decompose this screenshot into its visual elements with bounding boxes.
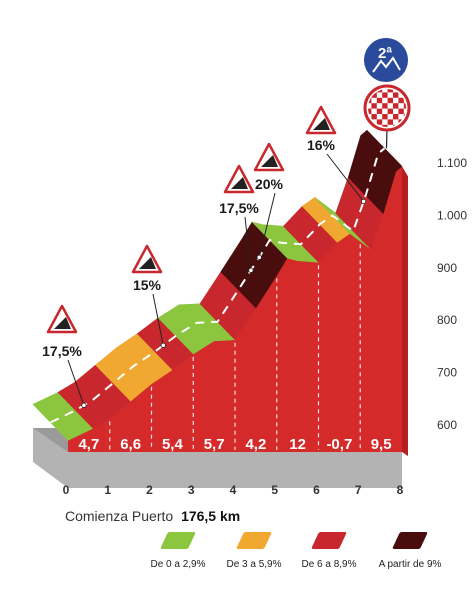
start-label-text: Comienza Puerto <box>65 508 174 524</box>
steep-gradient-label: 17,5% <box>219 200 259 216</box>
x-tick-label: 7 <box>355 483 362 497</box>
y-tick-label: 800 <box>437 313 457 327</box>
steep-marker <box>248 267 254 273</box>
legend-label: A partir de 9% <box>378 559 442 570</box>
y-tick-label: 1.100 <box>437 156 467 170</box>
badge-circle <box>364 38 408 82</box>
steep-gradient-label: 20% <box>255 176 284 192</box>
checkered-flag-icon <box>363 84 411 132</box>
legend-swatch-green <box>160 532 196 549</box>
legend-item-green: De 0 a 2,9% <box>123 532 233 570</box>
y-tick-label: 700 <box>437 366 457 380</box>
steep-warning-sign <box>305 105 337 135</box>
start-km: 176,5 km <box>181 508 241 524</box>
km-gradient-label: 12 <box>289 436 306 453</box>
category-badge-icon: 2ª <box>364 38 408 82</box>
mountain-glyph <box>372 56 401 73</box>
y-tick-label: 600 <box>437 418 457 432</box>
steep-warning-sign <box>253 142 285 172</box>
km-gradient-label: 6,6 <box>120 436 141 453</box>
x-tick-label: 1 <box>104 483 111 497</box>
legend-item-darkred: A partir de 9% <box>355 532 465 570</box>
steep-slope-glyph <box>54 317 71 329</box>
km-gradient-label: 5,7 <box>204 436 225 453</box>
y-tick-label: 1.000 <box>437 208 467 222</box>
legend-label: De 3 a 5,9% <box>226 559 282 570</box>
steep-slope-glyph <box>231 177 248 189</box>
steep-gradient-label: 15% <box>133 277 162 293</box>
steep-warning-sign <box>223 164 255 194</box>
category-badge-label: 2ª <box>378 45 392 62</box>
legend-swatch-darkred <box>392 532 428 549</box>
km-gradient-label: -0,7 <box>326 436 352 453</box>
x-tick-label: 0 <box>63 483 70 497</box>
steep-gradient-label: 16% <box>307 137 336 153</box>
profile-centerline <box>50 147 386 424</box>
profile-top-segment <box>347 129 403 215</box>
steep-marker <box>160 342 166 348</box>
km-gradient-label: 4,2 <box>245 436 266 453</box>
km-gradient-label: 9,5 <box>371 436 392 453</box>
legend-swatch-red <box>311 532 347 549</box>
x-tick-label: 3 <box>188 483 195 497</box>
x-tick-label: 4 <box>230 483 237 497</box>
steep-leader-line <box>258 192 276 258</box>
x-tick-label: 6 <box>313 483 320 497</box>
x-tick-label: 8 <box>397 483 404 497</box>
steep-warning-sign <box>131 244 163 274</box>
steep-marker <box>256 254 262 260</box>
km-gradient-label: 4,7 <box>78 436 99 453</box>
y-tick-label: 900 <box>437 261 457 275</box>
steep-slope-glyph <box>313 118 330 130</box>
steep-warning-sign <box>46 304 78 334</box>
km-gradient-label: 5,4 <box>162 436 184 453</box>
legend-label: De 6 a 8,9% <box>301 559 357 570</box>
steep-slope-glyph <box>261 155 278 167</box>
x-tick-label: 2 <box>146 483 153 497</box>
legend-label: De 0 a 2,9% <box>150 559 206 570</box>
start-label: Comienza Puerto 176,5 km <box>65 508 240 524</box>
steep-marker <box>81 402 87 408</box>
steep-leader-line <box>152 293 164 346</box>
legend-item-red: De 6 a 8,9% <box>274 532 384 570</box>
steep-leader-line <box>244 216 252 271</box>
steep-leader-line <box>326 153 365 202</box>
steep-marker <box>361 198 367 205</box>
steep-slope-glyph <box>139 257 156 269</box>
steep-leader-line <box>67 359 85 406</box>
legend-swatch-orange <box>236 532 272 549</box>
steep-gradient-label: 17,5% <box>42 343 82 359</box>
legend-item-orange: De 3 a 5,9% <box>199 532 309 570</box>
profile-side-wall <box>402 166 408 456</box>
x-tick-label: 5 <box>271 483 278 497</box>
